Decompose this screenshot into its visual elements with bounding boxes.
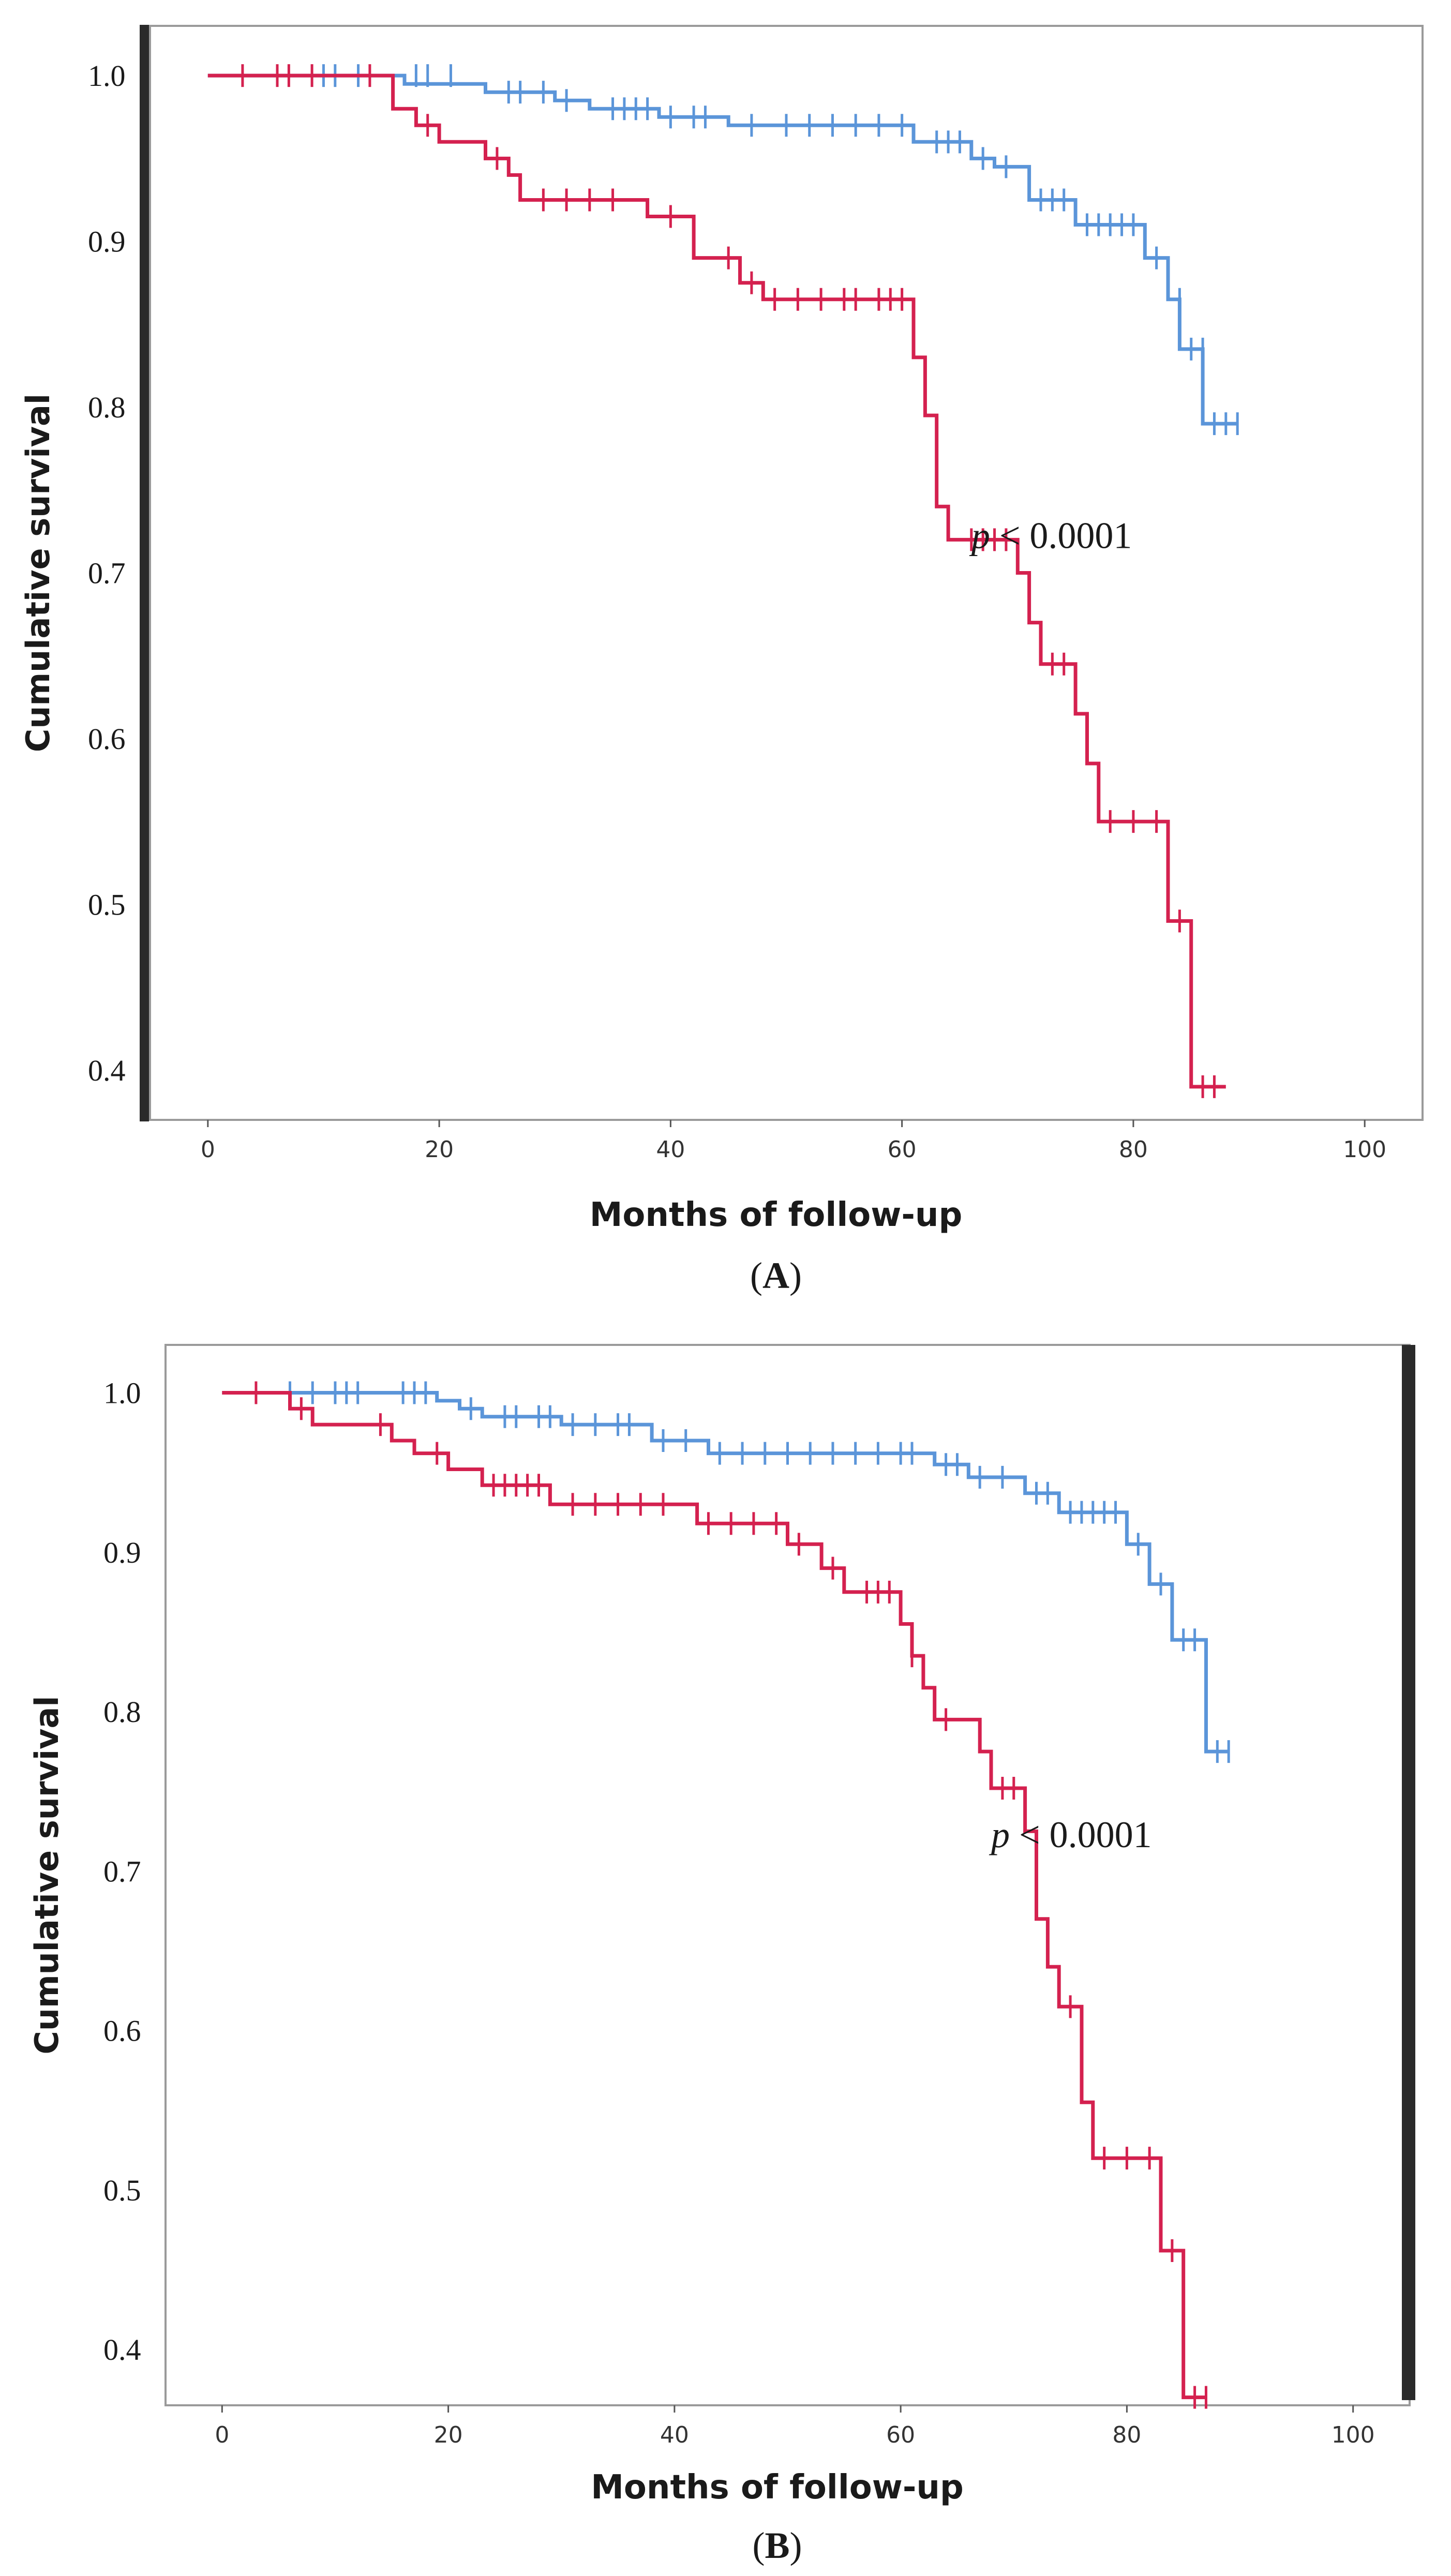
panel-paren-close: ) bbox=[789, 1255, 802, 1296]
y-tick-label: 0.4 bbox=[103, 2333, 141, 2367]
x-tick-label: 0 bbox=[201, 1136, 215, 1163]
survival-curve bbox=[222, 1391, 1229, 1754]
chart-panel-a: 0.4 0.5 0.6 0.7 0.8 0.9 1.0 0 20 40 60 80 100 p < 0.0… bbox=[19, 25, 1424, 1296]
x-tick-label: 60 bbox=[888, 1136, 917, 1163]
panel-letter: B bbox=[765, 2525, 789, 2566]
p-symbol: p bbox=[989, 1814, 1010, 1855]
y-tick-label: 0.7 bbox=[103, 1854, 141, 1888]
y-tick-label: 0.6 bbox=[88, 722, 126, 756]
plot-frame bbox=[149, 25, 1424, 1121]
plot-frame bbox=[164, 1344, 1411, 2406]
y-tick-label: 0.5 bbox=[103, 2174, 141, 2207]
survival-series-1 bbox=[222, 1381, 1207, 2409]
survival-series-0 bbox=[222, 1381, 1230, 1763]
panel-paren-open: ( bbox=[750, 1255, 762, 1296]
x-tick-label: 100 bbox=[1332, 2422, 1375, 2448]
panel-letter: A bbox=[762, 1255, 789, 1296]
x-tick-label: 20 bbox=[425, 1136, 454, 1163]
x-tick-label: 40 bbox=[660, 2422, 689, 2448]
y-tick-label: 0.8 bbox=[88, 391, 126, 424]
panel-paren-open: ( bbox=[753, 2525, 765, 2566]
p-symbol: p bbox=[969, 515, 990, 556]
frame-edge bbox=[140, 25, 149, 1121]
p-value-text: < 0.0001 bbox=[990, 515, 1132, 556]
frame-edge bbox=[1402, 1345, 1415, 2400]
chart-panel-b: 0.4 0.5 0.6 0.7 0.8 0.9 1.0 0 20 40 60 80 100 p < 0.0… bbox=[28, 1344, 1415, 2566]
y-tick-label: 0.8 bbox=[103, 1695, 141, 1729]
survival-curve bbox=[207, 73, 1226, 1089]
y-tick-label: 1.0 bbox=[88, 59, 126, 93]
y-tick-label: 0.5 bbox=[88, 888, 126, 921]
y-tick-label: 0.6 bbox=[103, 2014, 141, 2048]
x-tick-label: 80 bbox=[1112, 2422, 1141, 2448]
y-tick-label: 0.4 bbox=[88, 1054, 126, 1087]
p-value-annotation: p < 0.0001 bbox=[969, 515, 1132, 556]
y-tick-label: 0.9 bbox=[103, 1536, 141, 1569]
x-tick-label: 60 bbox=[886, 2422, 915, 2448]
x-tick-label: 0 bbox=[215, 2422, 229, 2448]
p-value-text: < 0.0001 bbox=[1010, 1814, 1152, 1855]
x-tick-label: 40 bbox=[656, 1136, 685, 1163]
x-axis-label: Months of follow-up bbox=[591, 2468, 964, 2507]
x-tick-label: 20 bbox=[434, 2422, 463, 2448]
y-tick-label: 0.7 bbox=[88, 557, 126, 590]
y-tick-label: 1.0 bbox=[103, 1376, 141, 1410]
x-tick-label: 80 bbox=[1119, 1136, 1148, 1163]
survival-curve bbox=[207, 73, 1238, 426]
x-tick-label: 100 bbox=[1343, 1136, 1386, 1163]
panel-label: (A) bbox=[750, 1255, 802, 1296]
panel-label: (B) bbox=[753, 2525, 802, 2566]
y-tick-label: 0.9 bbox=[88, 225, 126, 259]
y-axis-label: Cumulative survival bbox=[28, 1696, 66, 2054]
survival-series-1 bbox=[207, 64, 1226, 1098]
x-axis-label: Months of follow-up bbox=[590, 1196, 963, 1234]
p-value-annotation: p < 0.0001 bbox=[989, 1814, 1152, 1855]
panel-paren-close: ) bbox=[790, 2525, 802, 2566]
y-axis-label: Cumulative survival bbox=[19, 394, 57, 752]
survival-series-0 bbox=[207, 64, 1239, 436]
